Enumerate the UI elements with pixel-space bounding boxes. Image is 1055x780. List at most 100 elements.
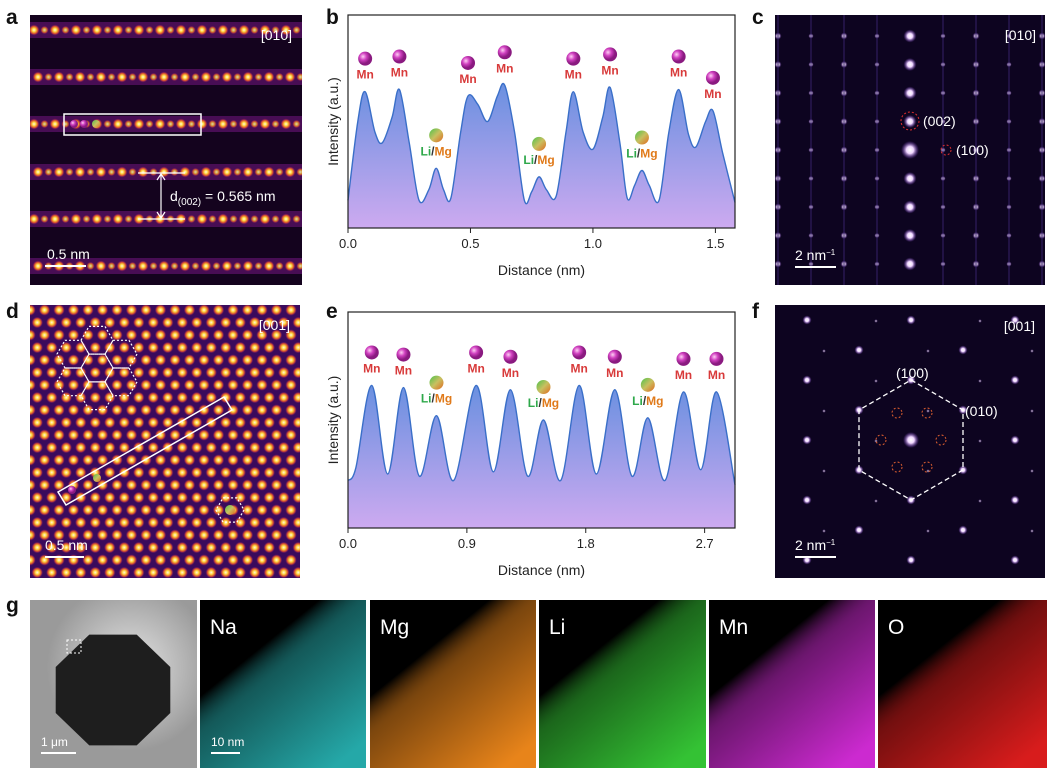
atom-spot — [112, 213, 124, 225]
atom-spot — [212, 454, 225, 466]
atom-spot — [111, 329, 123, 341]
atom-spot — [140, 429, 152, 441]
atom-spot — [132, 516, 145, 529]
zone-axis: [001] — [259, 317, 290, 333]
atom-spot — [31, 416, 44, 429]
atom-spot — [91, 24, 103, 36]
atom-label: Mn — [708, 368, 725, 382]
atom-label-part: Mn — [675, 368, 692, 382]
atom-spot — [271, 579, 283, 591]
atom-spot — [234, 391, 247, 404]
atom-spot — [248, 341, 261, 354]
atom-label: Mn — [395, 364, 412, 378]
atom-label-part: Mn — [606, 366, 623, 380]
zone-axis: [001] — [1004, 318, 1035, 334]
atom-spot — [65, 72, 74, 82]
atom-spot — [132, 391, 145, 404]
profile-area — [348, 83, 735, 228]
weak-spot — [874, 379, 878, 383]
atom-spot — [96, 329, 109, 341]
atom-spot — [256, 379, 268, 391]
atom-spot — [248, 466, 261, 479]
atom-spot — [263, 441, 276, 454]
atom-spot — [30, 454, 36, 466]
atom-spot — [271, 119, 280, 129]
atom-spot — [96, 354, 109, 366]
atom-spot — [183, 379, 196, 391]
atom-spot — [140, 529, 152, 541]
atom-spot — [45, 416, 58, 429]
atom-spot — [161, 416, 174, 429]
atom-spot — [125, 429, 138, 441]
profile-line — [347, 384, 736, 485]
atom-spot — [38, 554, 51, 566]
atom-spot — [147, 391, 160, 404]
atom-spot — [296, 261, 302, 271]
atom-spot — [86, 261, 95, 271]
atom-spot — [241, 305, 254, 316]
weak-spot — [978, 379, 982, 383]
atom-spot — [111, 479, 123, 491]
atom-label: Mn — [675, 368, 692, 382]
scale-bar-label: 0.5 nm — [45, 537, 88, 553]
atom-spot — [89, 516, 102, 529]
atom-spot — [111, 504, 123, 516]
atom-spot — [89, 366, 102, 379]
atom-spot — [31, 491, 44, 504]
atom-spot — [40, 119, 49, 129]
x-axis-label: Distance (nm) — [498, 262, 585, 278]
diffraction-spot — [874, 5, 879, 10]
atom-icon — [461, 55, 476, 70]
atom-spot — [187, 119, 196, 129]
atom-spot — [212, 479, 225, 491]
eds-signal — [539, 600, 706, 768]
atom-label: Mn — [704, 87, 721, 101]
atom-spot — [128, 72, 137, 82]
weak-spot — [822, 289, 826, 293]
atom-spot — [285, 429, 297, 441]
atom-spot — [205, 441, 218, 454]
diffraction-spot — [841, 4, 848, 11]
atom-spot — [140, 354, 152, 366]
atom-spot — [70, 24, 82, 36]
atom-spot — [234, 316, 247, 329]
atom-spot — [270, 504, 283, 516]
zone-axis: [010] — [1005, 27, 1036, 43]
weak-spot — [822, 469, 826, 473]
atom-spot — [292, 341, 300, 354]
atom-spot — [263, 466, 276, 479]
atom-spot — [176, 366, 189, 379]
atom-icon — [607, 349, 622, 364]
atom-spot — [270, 379, 283, 391]
diffraction-spot — [802, 495, 812, 505]
atom-spot — [212, 261, 221, 271]
diffraction-spot — [903, 58, 917, 71]
atom-spot — [124, 119, 133, 129]
atom-label-part: Mn — [467, 361, 484, 375]
atom-spot — [31, 541, 44, 554]
atom-spot — [67, 504, 80, 516]
x-tick-label: 2.7 — [696, 536, 714, 551]
atom-spot — [241, 429, 254, 441]
atom-spot — [140, 504, 152, 516]
atom-spot — [132, 466, 145, 479]
atom-icon — [566, 51, 581, 66]
spacing-marker — [138, 172, 185, 220]
plot-frame — [347, 14, 736, 229]
diffraction-spot — [906, 315, 916, 325]
atom-spot — [38, 529, 51, 541]
atom-label-part: Mn — [459, 72, 476, 86]
atom-spot — [241, 329, 254, 341]
atom-spot — [248, 491, 261, 504]
atom-spot — [132, 541, 145, 554]
atom-spot — [125, 305, 138, 316]
atom-spot — [277, 341, 290, 354]
atom-spot — [227, 529, 239, 541]
atom-spot — [161, 566, 174, 578]
atom-spot — [212, 305, 225, 316]
x-axis-label: Distance (nm) — [498, 562, 585, 578]
atom-label-part: Mn — [704, 87, 721, 101]
roi-box — [66, 639, 82, 654]
atom-spot — [234, 441, 247, 454]
atom-spot — [96, 554, 109, 566]
